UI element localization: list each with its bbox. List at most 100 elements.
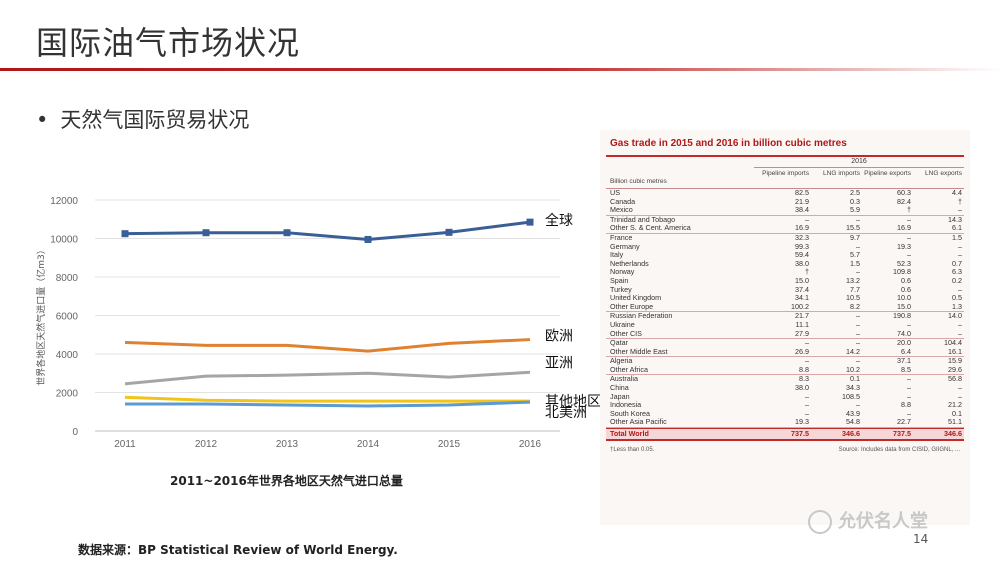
cell-value: 0.1 xyxy=(952,408,962,418)
data-point xyxy=(445,228,453,236)
row-label: Japan xyxy=(610,391,630,401)
data-point xyxy=(121,230,129,238)
table-row: Algeria – – 37.1 15.9 xyxy=(606,357,964,366)
row-label: Australia xyxy=(610,374,638,384)
cell-value: 8.2 xyxy=(850,301,860,311)
row-label: United Kingdom xyxy=(610,293,662,303)
series-label: 全球 xyxy=(545,212,573,229)
cell-value: 9.7 xyxy=(850,232,860,242)
cell-value: 10.0 xyxy=(897,293,911,303)
wechat-logo-icon xyxy=(808,510,832,534)
cell-value: 59.4 xyxy=(795,250,809,260)
cell-value: 15.9 xyxy=(948,356,962,366)
page-number: 14 xyxy=(913,532,929,546)
row-label: China xyxy=(610,383,629,393)
cell-value: 737.5 xyxy=(893,429,911,439)
row-label: Trinidad and Tobago xyxy=(610,214,676,224)
row-label: Turkey xyxy=(610,284,632,294)
row-label: Qatar xyxy=(610,338,628,348)
cell-value: 14.2 xyxy=(846,346,860,356)
cell-value: 16.1 xyxy=(948,346,962,356)
y-tick-label: 12000 xyxy=(50,196,78,207)
table-row: Other Asia Pacific 19.3 54.8 22.7 51.1 xyxy=(606,417,964,429)
cell-value: 27.9 xyxy=(795,328,809,338)
series-line xyxy=(124,395,530,403)
table-row: Norway † – 109.8 6.3 xyxy=(606,268,964,277)
cell-value: 21.7 xyxy=(795,311,809,321)
series-line xyxy=(124,370,531,386)
cell-value: 104.4 xyxy=(944,338,962,348)
cell-value: – xyxy=(907,214,911,224)
table-row: South Korea – 43.9 – 0.1 xyxy=(606,408,964,419)
table-background xyxy=(600,130,970,525)
table-row: Other CIS 27.9 – 74.0 – xyxy=(606,328,964,340)
table-row: Ukraine 11.1 – – – xyxy=(606,320,964,330)
table-total-row: Total World 737.5 346.6 737.5 346.6 xyxy=(606,428,964,442)
cell-value: – xyxy=(958,205,962,215)
cell-value: 34.1 xyxy=(795,293,809,303)
cell-value: 10.2 xyxy=(846,364,860,374)
table-row: Other S. & Cent. America 16.9 15.5 16.9 6.1 xyxy=(606,224,964,234)
row-label: Total World xyxy=(610,429,649,439)
y-axis-label: 世界各地区天然气进口量（亿m3） xyxy=(35,245,47,386)
row-label: Algeria xyxy=(610,356,633,366)
cell-value: 16.9 xyxy=(795,223,809,233)
row-label: US xyxy=(610,188,620,197)
bp-gas-trade-table: Gas trade in 2015 and 2016 in billion cu… xyxy=(606,138,964,453)
table-row: Italy 59.4 5.7 – – xyxy=(606,251,964,260)
cell-value: – xyxy=(805,408,809,418)
cell-value: 8.5 xyxy=(901,364,911,374)
chart-caption: 2011~2016年世界各地区天然气进口总量 xyxy=(170,474,403,488)
row-label: Italy xyxy=(610,250,624,260)
cell-value: 51.1 xyxy=(948,417,962,427)
row-label: Norway xyxy=(610,267,635,277)
row-label: France xyxy=(610,232,633,242)
x-tick-label: 2014 xyxy=(357,439,380,450)
table-title: Gas trade in 2015 and 2016 in billion cu… xyxy=(610,138,847,149)
cell-value: 38.0 xyxy=(795,383,809,393)
data-point xyxy=(364,235,372,243)
cell-value: 14.3 xyxy=(948,214,962,224)
cell-value: – xyxy=(805,214,809,224)
bullet-text: 天然气国际贸易状况 xyxy=(60,108,250,132)
row-label: Mexico xyxy=(610,205,633,215)
cell-value: – xyxy=(958,241,962,251)
cell-value: – xyxy=(805,391,809,401)
cell-value: – xyxy=(958,284,962,294)
cell-value: 1.5 xyxy=(952,232,962,242)
cell-value: 26.9 xyxy=(795,346,809,356)
series-label: 欧洲 xyxy=(545,329,573,345)
cell-value: Pipeline exports xyxy=(864,170,911,177)
cell-value: 60.3 xyxy=(897,188,911,197)
data-point xyxy=(202,229,210,237)
cell-value: 5.9 xyxy=(850,205,860,215)
cell-value: – xyxy=(907,250,911,260)
cell-value: 74.0 xyxy=(897,328,911,338)
cell-value: – xyxy=(907,374,911,384)
table-footer: †Less than 0.05. Source: Includes data f… xyxy=(606,447,964,453)
data-source: 数据来源：BP Statistical Review of World Ener… xyxy=(78,543,398,557)
row-label: Other Middle East xyxy=(610,346,668,356)
table-row: Other Africa 8.8 10.2 8.5 29.6 xyxy=(606,364,964,376)
cell-value: 29.6 xyxy=(948,364,962,374)
table-row: Other Middle East 26.9 14.2 6.4 16.1 xyxy=(606,346,964,358)
cell-value: 0.7 xyxy=(952,258,962,268)
cell-value: 0.2 xyxy=(952,275,962,285)
cell-value: 82.4 xyxy=(897,196,911,206)
cell-value: 15.0 xyxy=(795,275,809,285)
cell-value: 38.4 xyxy=(795,205,809,215)
series-label: 其他地区 xyxy=(545,394,600,410)
series-line xyxy=(125,400,531,408)
y-tick-label: 8000 xyxy=(56,273,79,284)
row-label: Russian Federation xyxy=(610,311,673,321)
table-row: Russian Federation 21.7 – 190.8 14.0 xyxy=(606,312,964,321)
table-row: Indonesia – – 8.8 21.2 xyxy=(606,401,964,410)
title-divider xyxy=(0,68,1000,71)
cell-value: 4.4 xyxy=(952,188,962,197)
cell-value: 0.3 xyxy=(850,196,860,206)
cell-value: 8.8 xyxy=(901,400,911,410)
cell-value: – xyxy=(805,356,809,366)
x-tick-label: 2011 xyxy=(114,439,136,450)
row-label: Other Asia Pacific xyxy=(610,417,667,427)
table-row: France 32.3 9.7 – 1.5 xyxy=(606,232,964,243)
